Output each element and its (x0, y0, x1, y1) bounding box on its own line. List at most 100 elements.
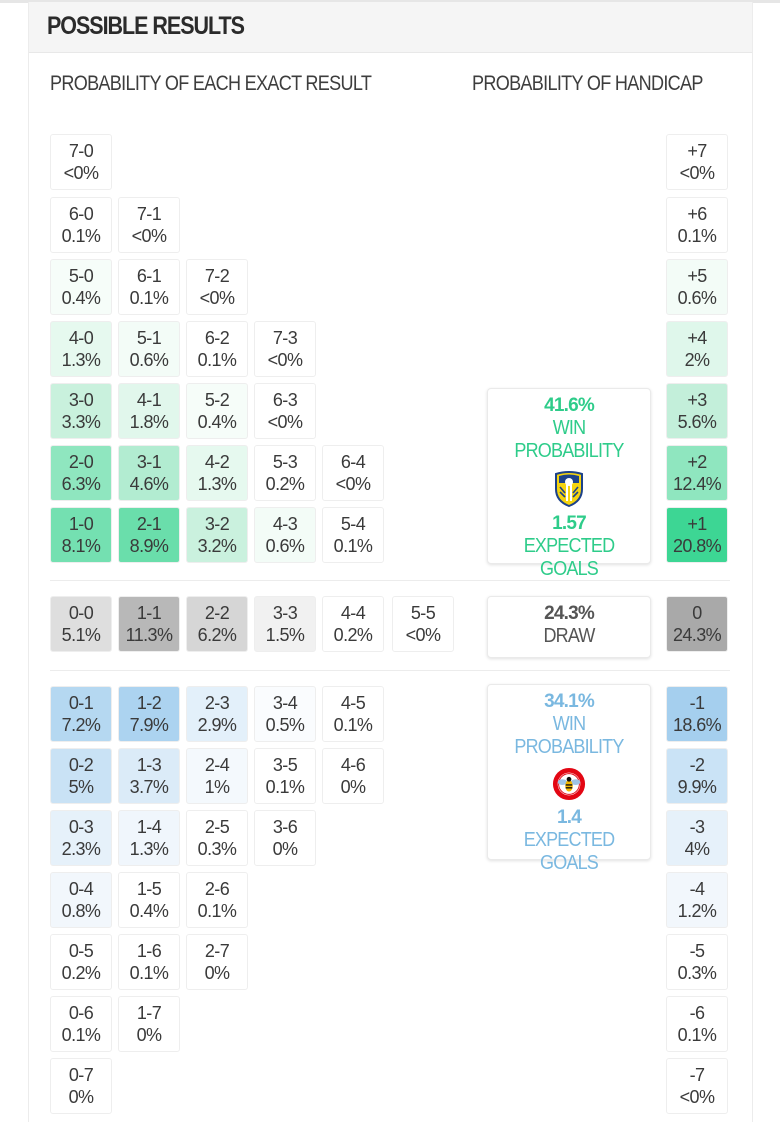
handicap-draw-cell[interactable]: 0 24.3% (666, 596, 728, 652)
handicap-away-cell[interactable]: -2 9.9% (666, 748, 728, 804)
handicap-away-cell-probability: 0.3% (677, 963, 717, 983)
away-score-cell[interactable]: 2-7 0% (186, 934, 248, 990)
home-score-cell[interactable]: 6-0 0.1% (50, 197, 112, 253)
home-score-cell[interactable]: 2-0 6.3% (50, 445, 112, 501)
handicap-away-cell-label: -1 (689, 693, 705, 713)
handicap-home-cell[interactable]: +6 0.1% (666, 197, 728, 253)
away-score-cell[interactable]: 4-5 0.1% (322, 686, 384, 742)
home-score-cell[interactable]: 7-2 <0% (186, 259, 248, 315)
away-score-cell-probability: 0.1% (333, 715, 373, 735)
away-score-cell[interactable]: 0-7 0% (50, 1058, 112, 1114)
home-score-cell[interactable]: 3-1 4.6% (118, 445, 180, 501)
home-score-cell-label: 7-3 (272, 328, 298, 348)
away-score-cell[interactable]: 0-5 0.2% (50, 934, 112, 990)
away-score-cell-label: 3-6 (272, 817, 298, 837)
away-score-cell[interactable]: 3-5 0.1% (254, 748, 316, 804)
away-score-cell[interactable]: 1-4 1.3% (118, 810, 180, 866)
home-score-cell[interactable]: 6-3 <0% (254, 383, 316, 439)
draw-score-cell[interactable]: 1-1 11.3% (118, 596, 180, 652)
home-score-cell[interactable]: 7-0 <0% (50, 134, 112, 190)
away-score-cell-probability: 2.9% (197, 715, 237, 735)
away-score-cell[interactable]: 0-4 0.8% (50, 872, 112, 928)
away-score-cell[interactable]: 4-6 0% (322, 748, 384, 804)
away-score-cell[interactable]: 2-5 0.3% (186, 810, 248, 866)
away-score-cell-label: 4-6 (340, 755, 366, 775)
handicap-away-cell-label: -6 (689, 1003, 705, 1023)
away-score-cell-label: 2-4 (204, 755, 230, 775)
away-score-cell[interactable]: 1-5 0.4% (118, 872, 180, 928)
handicap-home-cell[interactable]: +5 0.6% (666, 259, 728, 315)
home-score-cell[interactable]: 5-4 0.1% (322, 507, 384, 563)
handicap-home-cell[interactable]: +1 20.8% (666, 507, 728, 563)
home-score-cell-probability: 1.3% (197, 474, 237, 494)
away-score-cell-probability: 7.2% (61, 715, 101, 735)
handicap-away-cell[interactable]: -5 0.3% (666, 934, 728, 990)
home-score-cell[interactable]: 4-3 0.6% (254, 507, 316, 563)
home-score-cell[interactable]: 5-1 0.6% (118, 321, 180, 377)
home-score-cell-label: 7-2 (204, 266, 230, 286)
handicap-away-cell[interactable]: -1 18.6% (666, 686, 728, 742)
home-score-cell[interactable]: 4-0 1.3% (50, 321, 112, 377)
home-score-cell[interactable]: 3-2 3.2% (186, 507, 248, 563)
home-score-cell[interactable]: 2-1 8.9% (118, 507, 180, 563)
home-score-cell[interactable]: 5-0 0.4% (50, 259, 112, 315)
home-score-cell-label: 6-4 (340, 452, 366, 472)
away-score-cell[interactable]: 3-6 0% (254, 810, 316, 866)
home-score-cell[interactable]: 6-2 0.1% (186, 321, 248, 377)
away-score-cell[interactable]: 2-6 0.1% (186, 872, 248, 928)
draw-score-cell-probability: 5.1% (61, 625, 101, 645)
draw-score-cell[interactable]: 0-0 5.1% (50, 596, 112, 652)
draw-score-cell-probability: <0% (405, 625, 441, 645)
away-score-cell[interactable]: 0-1 7.2% (50, 686, 112, 742)
home-score-cell[interactable]: 5-2 0.4% (186, 383, 248, 439)
away-score-cell-label: 2-6 (204, 879, 230, 899)
away-score-cell[interactable]: 2-3 2.9% (186, 686, 248, 742)
home-score-cell[interactable]: 4-2 1.3% (186, 445, 248, 501)
draw-score-cell-label: 3-3 (272, 603, 298, 623)
draw-pct: 24.3% (544, 603, 595, 624)
handicap-home-cell[interactable]: +4 2% (666, 321, 728, 377)
home-score-cell[interactable]: 4-1 1.8% (118, 383, 180, 439)
home-score-cell[interactable]: 1-0 8.1% (50, 507, 112, 563)
draw-score-cell[interactable]: 2-2 6.2% (186, 596, 248, 652)
home-score-cell-label: 4-2 (204, 452, 230, 472)
away-score-cell[interactable]: 1-6 0.1% (118, 934, 180, 990)
away-score-cell-probability: 0.3% (197, 839, 237, 859)
home-score-cell-probability: 0.4% (197, 412, 237, 432)
handicap-home-cell[interactable]: +2 12.4% (666, 445, 728, 501)
home-draw-divider (50, 580, 730, 581)
away-score-cell[interactable]: 3-4 0.5% (254, 686, 316, 742)
away-score-cell[interactable]: 1-3 3.7% (118, 748, 180, 804)
home-score-cell[interactable]: 5-3 0.2% (254, 445, 316, 501)
away-score-cell[interactable]: 0-2 5% (50, 748, 112, 804)
draw-score-cell[interactable]: 4-4 0.2% (322, 596, 384, 652)
away-score-cell[interactable]: 0-6 0.1% (50, 996, 112, 1052)
draw-score-cell[interactable]: 5-5 <0% (392, 596, 454, 652)
draw-score-cell[interactable]: 3-3 1.5% (254, 596, 316, 652)
handicap-away-cell[interactable]: -6 0.1% (666, 996, 728, 1052)
handicap-away-cell[interactable]: -7 <0% (666, 1058, 728, 1114)
handicap-home-cell[interactable]: +3 5.6% (666, 383, 728, 439)
handicap-away-cell[interactable]: -4 1.2% (666, 872, 728, 928)
leeds-crest-icon (555, 471, 583, 507)
home-score-cell[interactable]: 7-1 <0% (118, 197, 180, 253)
away-score-cell[interactable]: 2-4 1% (186, 748, 248, 804)
away-score-cell-label: 1-7 (136, 1003, 162, 1023)
handicap-away-cell[interactable]: -3 4% (666, 810, 728, 866)
away-score-cell[interactable]: 1-2 7.9% (118, 686, 180, 742)
handicap-home-cell-probability: <0% (679, 163, 715, 183)
handicap-home-cell[interactable]: +7 <0% (666, 134, 728, 190)
home-xg: 1.57 (552, 513, 587, 534)
home-score-cell[interactable]: 3-0 3.3% (50, 383, 112, 439)
away-score-cell[interactable]: 0-3 2.3% (50, 810, 112, 866)
home-score-cell[interactable]: 6-4 <0% (322, 445, 384, 501)
away-score-cell-probability: 0% (272, 839, 298, 859)
home-score-cell-label: 7-1 (136, 204, 162, 224)
away-score-cell[interactable]: 1-7 0% (118, 996, 180, 1052)
home-score-cell[interactable]: 6-1 0.1% (118, 259, 180, 315)
draw-score-cell-probability: 11.3% (125, 625, 173, 645)
card-header: POSSIBLE RESULTS (29, 2, 752, 53)
home-score-cell[interactable]: 7-3 <0% (254, 321, 316, 377)
handicap-home-cell-label: +1 (687, 514, 707, 534)
away-score-cell-label: 4-5 (340, 693, 366, 713)
